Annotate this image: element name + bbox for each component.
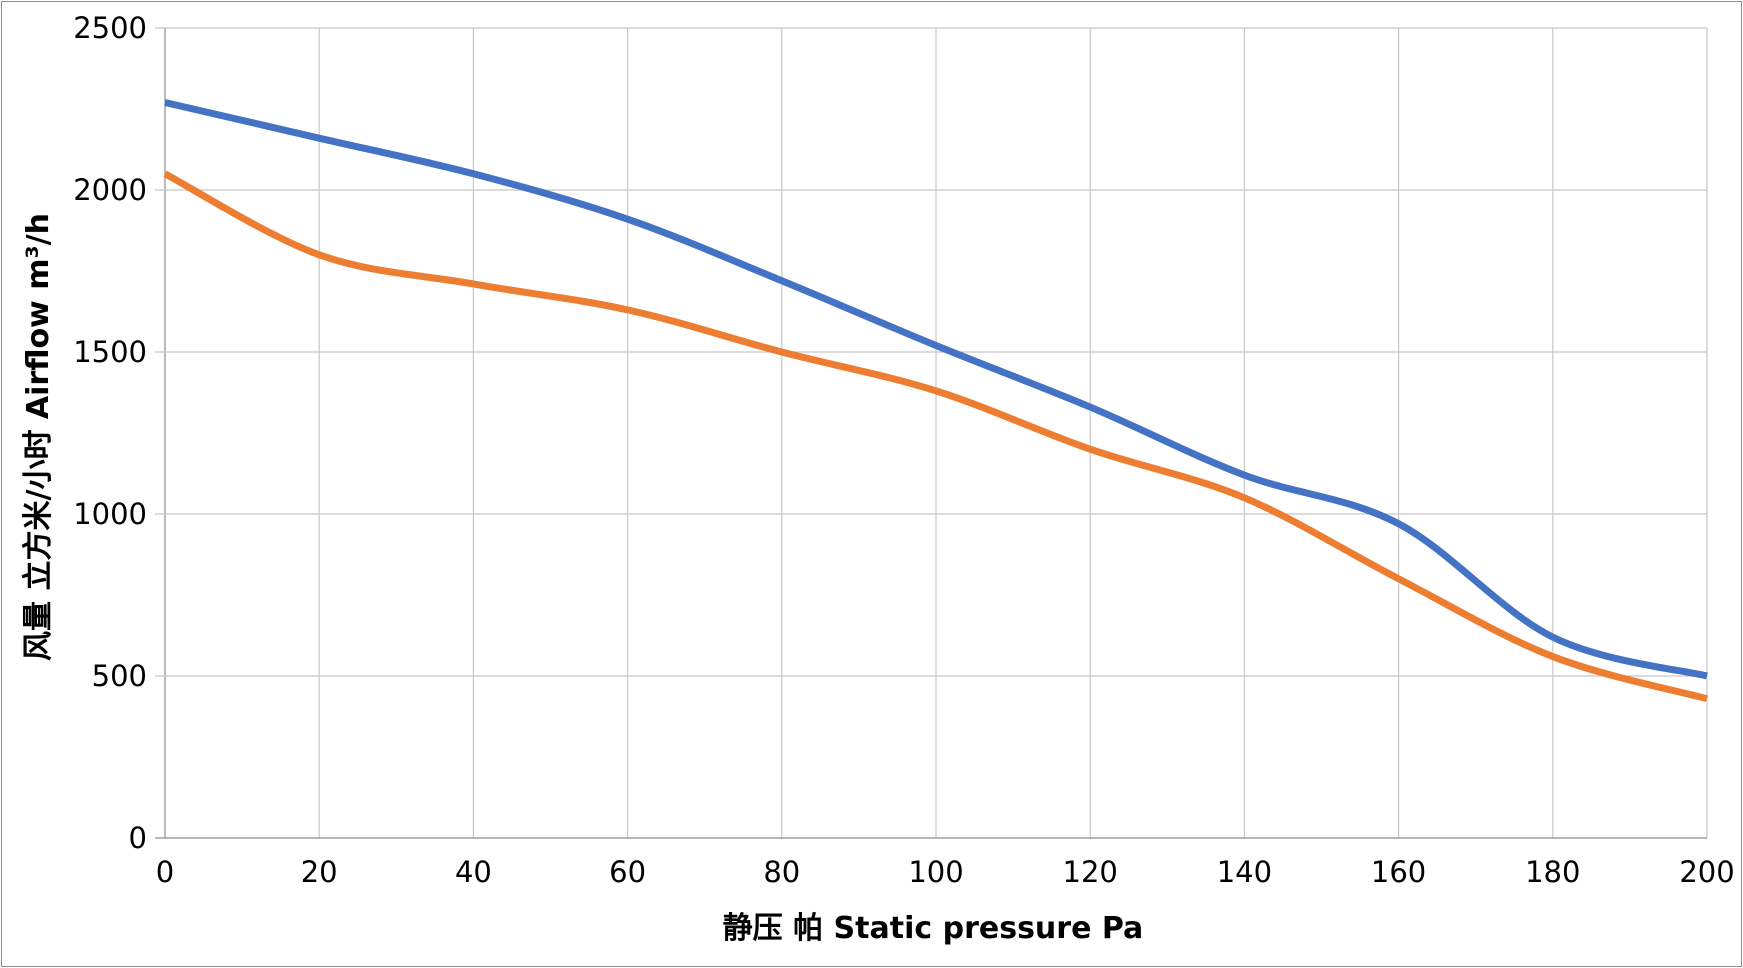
gridlines (155, 27, 1708, 839)
y-tick-label: 500 (92, 659, 147, 693)
tick-labels: 0 20 40 60 80 100 120 140 160 180 2000500100015002… (73, 11, 1734, 889)
x-tick-label: 180 (1525, 855, 1580, 889)
x-tick-label: 80 (763, 855, 800, 889)
x-tick-label: 140 (1217, 855, 1272, 889)
x-tick-label: 200 (1679, 855, 1734, 889)
y-tick-label: 1000 (73, 497, 147, 531)
y-axis-title: 风量 立方米/小时 Airflow m³/h (21, 213, 56, 661)
series-line-orange (163, 170, 1708, 703)
x-tick-label: 0 (156, 855, 174, 889)
x-tick-label: 160 (1371, 855, 1426, 889)
x-tick-label: 100 (908, 855, 963, 889)
x-tick-label: 120 (1063, 855, 1118, 889)
x-tick-label: 40 (455, 855, 492, 889)
x-tick-label: 60 (609, 855, 646, 889)
x-tick-label: 20 (301, 855, 338, 889)
y-tick-label: 2500 (73, 11, 147, 45)
x-axis-title: 静压 帕 Static pressure Pa (723, 911, 1144, 946)
y-tick-label: 0 (129, 821, 147, 855)
series-line-blue (164, 99, 1708, 680)
series-lines (163, 99, 1708, 703)
y-tick-label: 2000 (73, 173, 147, 207)
y-tick-label: 1500 (73, 335, 147, 369)
